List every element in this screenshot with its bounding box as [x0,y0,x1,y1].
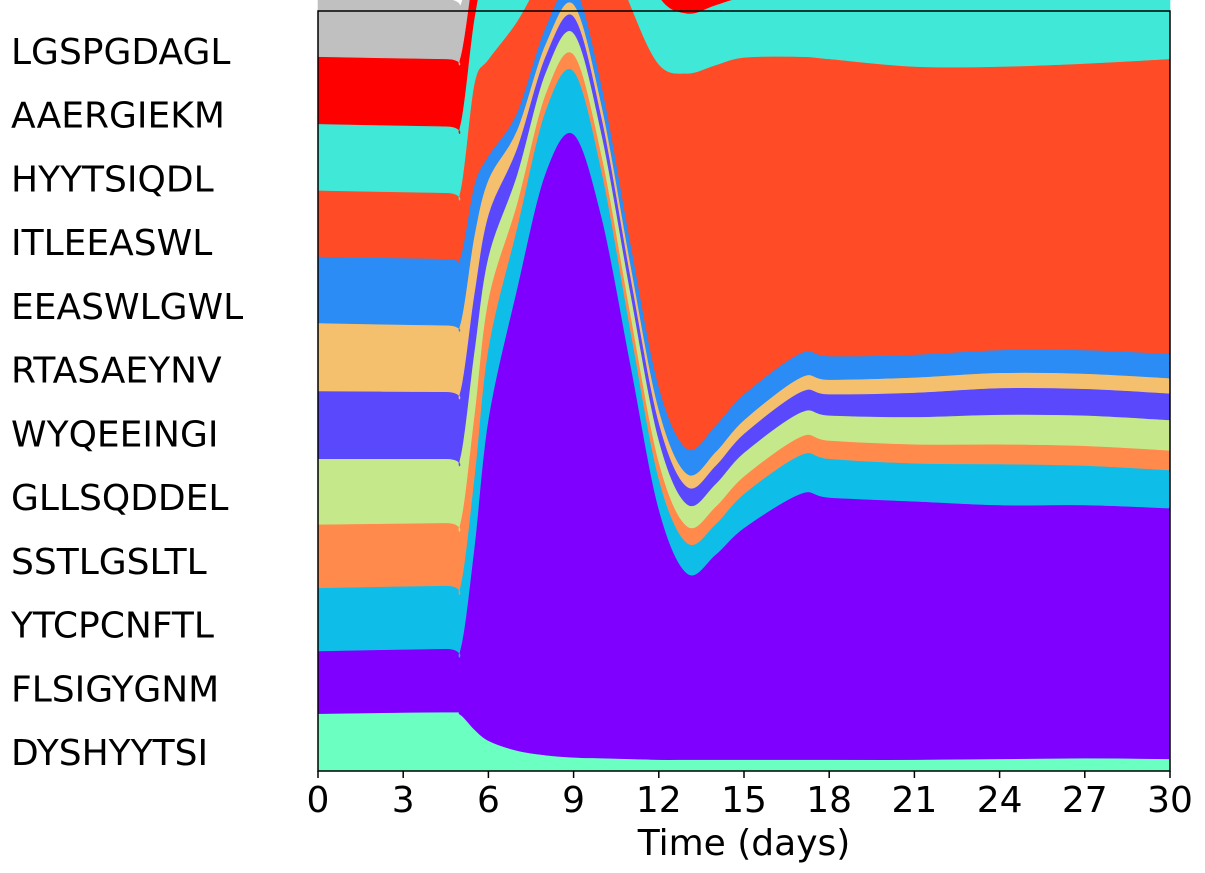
row-label-hyytsiqdl: HYYTSIQDL [11,160,214,201]
area-layer [317,0,1171,772]
x-tick-label: 27 [1062,780,1108,821]
x-tick-label: 0 [307,780,330,821]
x-axis-ticks: 0 3 6 9 12 15 18 21 24 27 30 [307,771,1193,821]
row-labels: LGSPGDAGL AAERGIEKM HYYTSIQDL ITLEEASWL EEAS… [10,32,243,774]
area-series-10 [317,0,1171,201]
area-series-9 [317,0,1171,451]
row-label-flsigygnm: FLSIGYGNM [11,669,219,710]
row-label-dyshyytsi: DYSHYYTSI [11,733,208,774]
row-label-eeaswlgwl: EEASWLGWL [11,287,243,328]
row-label-wyqeeingi: WYQEEINGI [11,414,218,455]
x-tick-label: 18 [806,780,852,821]
row-label-rtasaeynv: RTASAEYNV [11,351,222,392]
x-tick-label: 12 [636,780,682,821]
x-tick-label: 3 [392,780,415,821]
x-axis-title: Time (days) [637,823,851,864]
area-series-12 [317,0,470,66]
area-series-11 [317,0,732,134]
x-tick-label: 21 [891,780,937,821]
x-tick-label: 24 [977,780,1023,821]
x-tick-label: 15 [721,780,767,821]
row-label-aaergiekm: AAERGIEKM [11,96,225,137]
row-label-lgspgdagl: LGSPGDAGL [11,32,230,73]
x-tick-label: 9 [562,780,585,821]
x-tick-label: 6 [477,780,500,821]
row-label-ytcpcnftl: YTCPCNFTL [10,606,214,647]
x-tick-label: 30 [1147,780,1193,821]
row-label-gllsqddel: GLLSQDDEL [11,478,228,519]
row-label-sstlgsltl: SSTLGSLTL [11,542,207,583]
row-label-itleeaswl: ITLEEASWL [11,223,212,264]
